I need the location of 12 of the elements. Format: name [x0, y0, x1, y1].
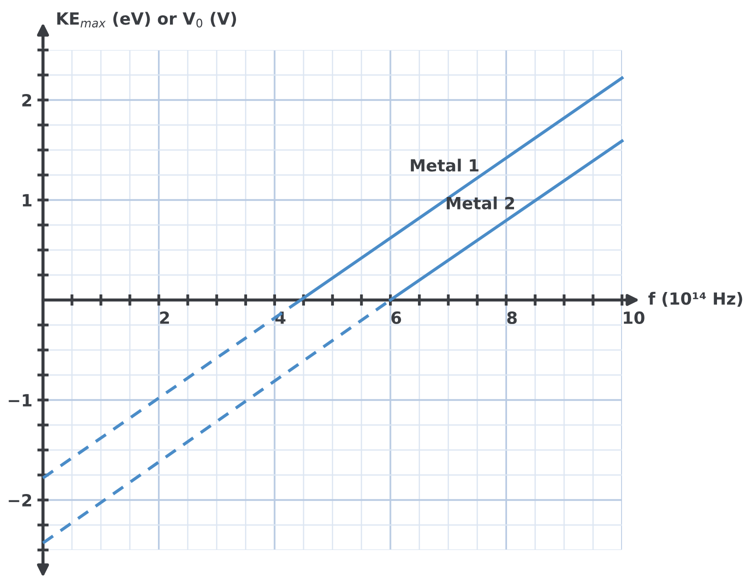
y-tick-label: 1 [22, 194, 32, 206]
x-tick-label: 2 [160, 311, 169, 324]
series-label: Metal 1 [410, 158, 478, 172]
y-tick-label: −1 [8, 394, 32, 406]
y-tick-label: 2 [22, 94, 32, 106]
y-tick-label: −2 [8, 494, 32, 506]
x-axis-title: f (10¹⁴ Hz) [648, 292, 742, 307]
y-axis-title: KE$_{max}$ (eV) or V$_{0}$ (V) [57, 12, 236, 28]
x-tick-label: 10 [624, 311, 644, 324]
x-tick-label: 8 [507, 311, 517, 324]
series-label: Metal 2 [446, 196, 514, 210]
x-tick-label: 6 [391, 311, 402, 324]
